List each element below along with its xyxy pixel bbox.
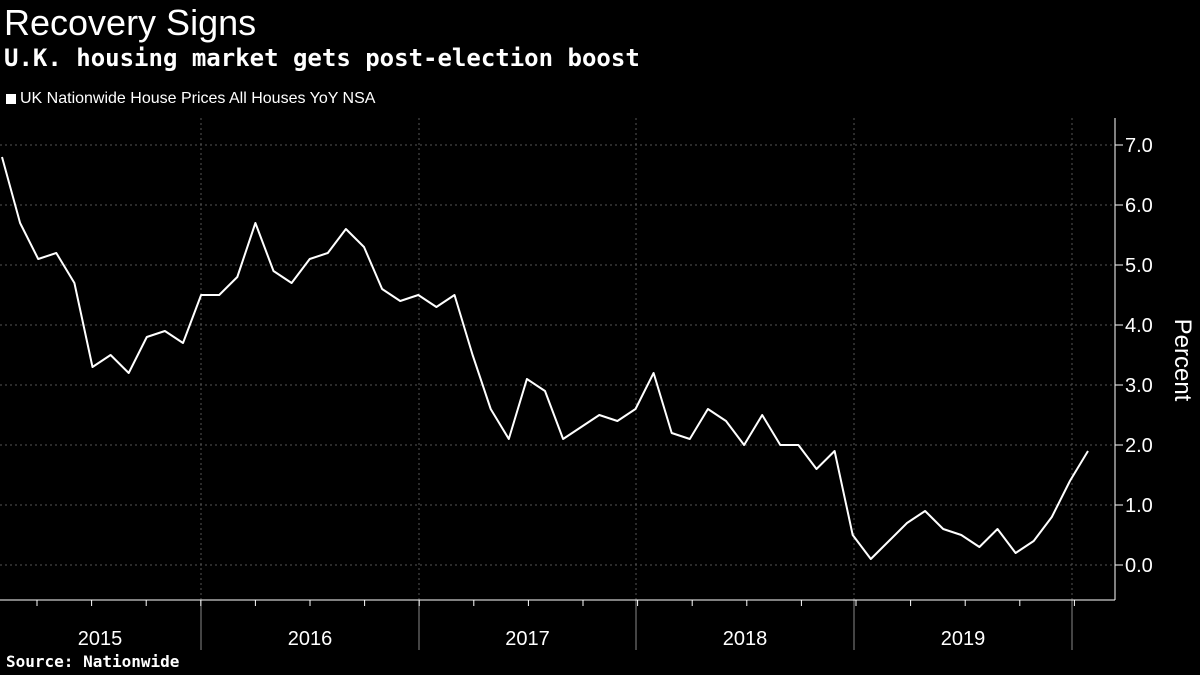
y-axis-ticks: 0.0 1.0 2.0 3.0 4.0 5.0 6.0 7.0 [1115,135,1153,577]
x-year-label: 2017 [505,628,550,650]
legend: UK Nationwide House Prices All Houses Yo… [6,90,375,108]
legend-label: UK Nationwide House Prices All Houses Yo… [20,90,376,107]
vertical-gridlines [200,118,1073,650]
y-tick-label: 7.0 [1125,135,1153,157]
y-axis-label: Percent [1169,319,1196,402]
chart-subtitle: U.K. housing market gets post-election b… [4,44,640,72]
x-year-label: 2015 [78,628,123,650]
y-tick-label: 1.0 [1125,495,1153,517]
y-tick-label: 4.0 [1125,315,1153,337]
chart-title: Recovery Signs [4,2,257,43]
series-line [1,156,1089,560]
y-tick-label: 2.0 [1125,435,1153,457]
legend-swatch [6,94,16,104]
y-tick-label: 5.0 [1125,255,1153,277]
x-year-label: 2018 [723,628,768,650]
series-group [1,156,1089,560]
y-tick-label: 6.0 [1125,195,1153,217]
source-note: Source: Nationwide [6,652,180,671]
y-tick-label: 0.0 [1125,555,1153,577]
y-tick-label: 3.0 [1125,375,1153,397]
axes [0,118,1116,601]
x-year-label: 2019 [941,628,986,650]
horizontal-gridlines [0,144,1115,566]
x-axis-ticks: 2015 2016 2017 2018 2019 [36,600,1075,650]
x-year-label: 2016 [288,628,333,650]
